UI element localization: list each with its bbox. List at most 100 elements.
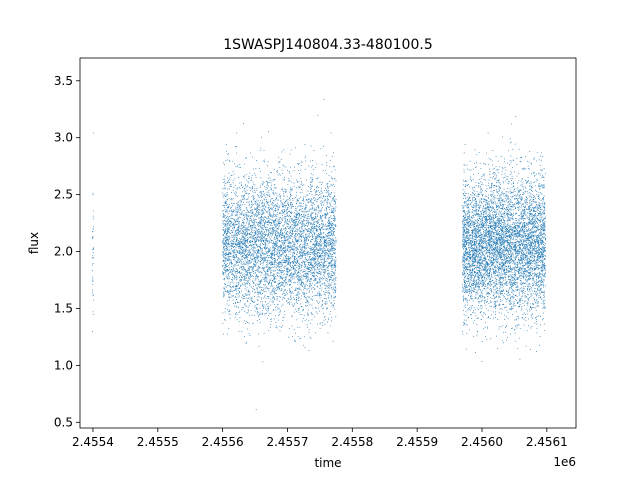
data-point — [255, 213, 257, 214]
data-point — [300, 223, 302, 225]
data-point — [325, 207, 327, 209]
data-point — [280, 203, 282, 205]
data-point — [245, 323, 246, 324]
data-point — [257, 294, 259, 296]
data-point — [284, 280, 285, 282]
data-point — [320, 236, 321, 238]
data-point — [227, 199, 228, 200]
data-point — [243, 267, 245, 269]
data-point — [267, 195, 269, 197]
data-point — [327, 191, 329, 192]
data-point — [260, 224, 261, 226]
data-point — [246, 229, 248, 231]
data-point — [241, 242, 242, 243]
data-point — [278, 222, 280, 224]
data-point — [307, 326, 308, 328]
data-point — [247, 263, 249, 265]
data-point — [256, 283, 258, 285]
data-point — [323, 262, 325, 264]
data-point — [244, 248, 246, 250]
data-point — [237, 217, 239, 219]
data-point — [272, 202, 273, 204]
data-point — [281, 237, 282, 239]
data-point — [243, 257, 245, 258]
data-point — [319, 249, 321, 251]
data-point — [236, 288, 237, 290]
data-point — [270, 232, 271, 234]
data-point — [302, 230, 304, 232]
data-point — [304, 157, 306, 159]
data-point — [269, 199, 271, 201]
data-point — [283, 291, 284, 293]
data-point — [252, 259, 253, 260]
data-point — [252, 237, 254, 239]
data-point — [328, 250, 329, 252]
data-point — [332, 212, 334, 213]
data-point — [223, 246, 225, 248]
data-point — [300, 217, 302, 219]
data-point — [224, 269, 226, 271]
data-point — [277, 247, 279, 248]
data-point — [245, 263, 247, 265]
data-point — [271, 258, 273, 259]
data-point — [223, 287, 225, 289]
data-point — [246, 272, 248, 273]
data-point — [242, 236, 244, 238]
data-point — [323, 283, 325, 285]
data-point — [335, 224, 336, 226]
data-point — [296, 201, 298, 203]
data-point — [248, 224, 249, 226]
data-point — [283, 212, 285, 214]
data-point — [304, 275, 306, 277]
data-point — [312, 257, 314, 259]
data-point — [299, 173, 300, 174]
data-point — [297, 260, 298, 262]
data-point — [251, 226, 253, 228]
data-point — [306, 194, 308, 196]
data-point — [308, 246, 310, 248]
data-point — [303, 219, 304, 221]
data-point — [307, 252, 308, 253]
data-point — [310, 312, 312, 313]
data-point — [259, 231, 261, 233]
data-point — [305, 236, 307, 238]
data-point — [260, 272, 262, 274]
data-point — [298, 163, 300, 164]
data-point — [255, 285, 257, 286]
data-point — [284, 176, 285, 178]
data-point — [310, 145, 312, 147]
data-point — [262, 200, 263, 202]
data-point — [333, 185, 335, 187]
data-point — [255, 236, 256, 238]
data-point — [307, 214, 309, 216]
data-point — [225, 183, 227, 185]
data-point — [299, 255, 301, 257]
data-point — [245, 215, 247, 217]
data-point — [270, 215, 271, 217]
data-point — [314, 278, 316, 280]
data-point — [269, 268, 271, 270]
data-point — [278, 265, 279, 267]
data-point — [258, 221, 260, 223]
data-point — [322, 223, 324, 225]
data-point — [288, 271, 290, 272]
data-point — [267, 216, 269, 218]
data-point — [323, 291, 324, 292]
data-point — [323, 204, 325, 206]
data-point — [329, 209, 330, 210]
data-point — [282, 189, 283, 191]
data-point — [248, 289, 249, 291]
data-point — [236, 220, 238, 222]
data-point — [236, 209, 238, 210]
data-point — [282, 249, 283, 251]
data-point — [224, 260, 226, 262]
data-point — [276, 218, 278, 219]
data-point — [291, 303, 293, 305]
data-point — [251, 270, 253, 271]
data-point — [288, 204, 289, 205]
data-point — [328, 221, 330, 223]
data-point — [283, 196, 285, 197]
data-point — [239, 270, 240, 272]
data-point — [237, 223, 239, 225]
data-point — [250, 310, 252, 311]
